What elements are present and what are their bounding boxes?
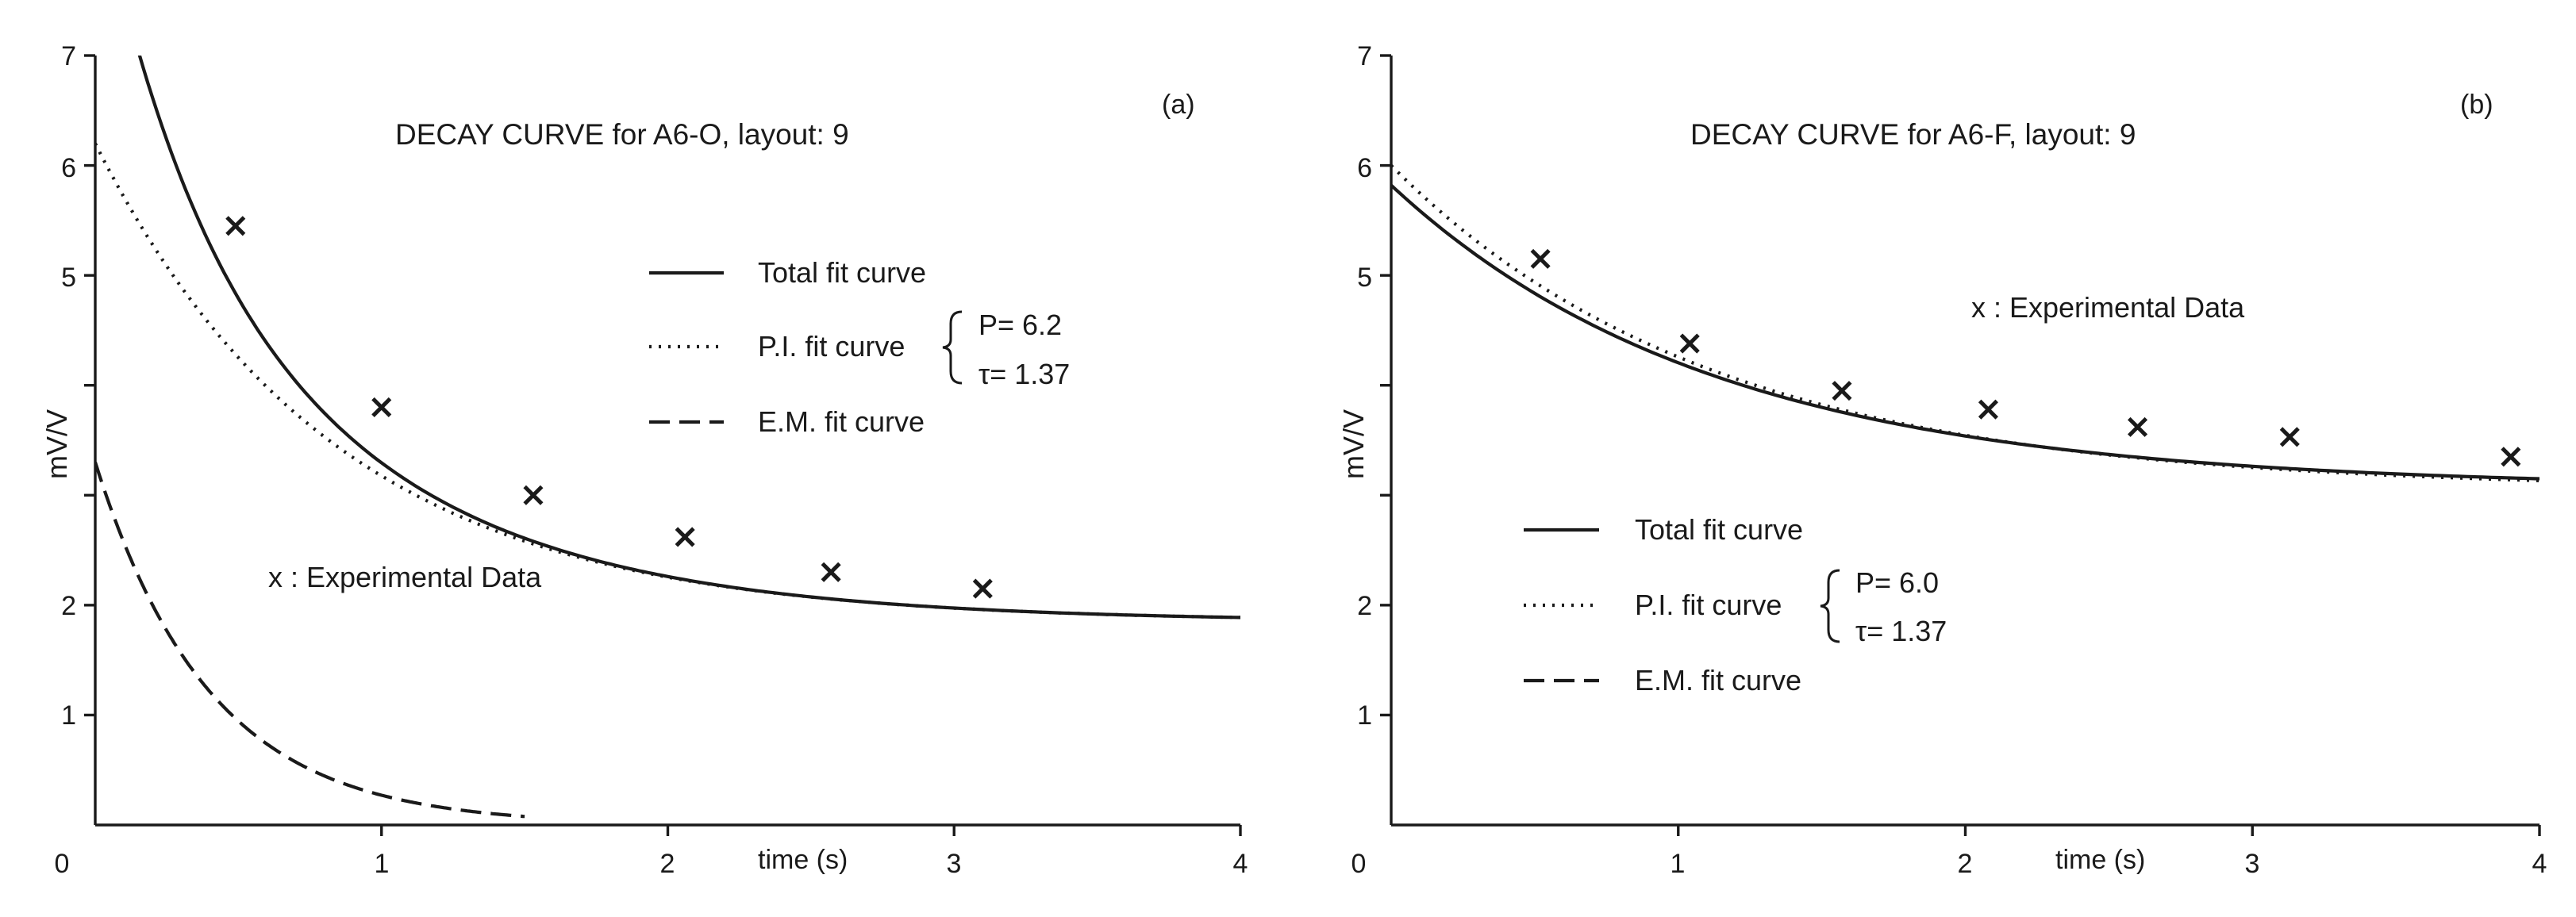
panel-b-title: DECAY CURVE for A6-F, layout: 9 <box>1690 118 2136 151</box>
panel-a-x-axis-label: time (s) <box>758 845 848 875</box>
panel-a: 0 1 2 3 4 1 2 5 6 7 mV/V time (s) DECAY … <box>40 41 1248 879</box>
panel-b-solid-curve <box>1391 183 2539 481</box>
panel-b-x-tick-label: 0 <box>1351 849 1367 879</box>
panel-a-dotted-curve <box>95 142 1240 620</box>
panel-b-data-point <box>1530 248 1551 269</box>
panel-a-data-point <box>371 397 392 417</box>
panel-b-y-tick-label: 2 <box>1357 591 1372 621</box>
panel-a-x-tick-label: 1 <box>375 849 390 879</box>
panel-a-y-tick-label: 7 <box>61 41 76 71</box>
panel-a-y-tick-label: 5 <box>61 263 76 293</box>
panel-b-legend-p: P= 6.0 <box>1855 566 1939 599</box>
panel-b-y-tick-label: 6 <box>1357 153 1372 183</box>
panel-b-data-point <box>1832 381 1852 401</box>
panel-a-y-tick-label: 2 <box>61 591 76 621</box>
panel-a-y-axis-label: mV/V <box>40 409 73 479</box>
panel-a-legend-tau: τ= 1.37 <box>978 358 1070 390</box>
panel-b-legend-brace <box>1820 569 1840 643</box>
panel-a-data-point <box>675 527 695 547</box>
panel-a-dashed-curve <box>95 462 525 819</box>
panel-b-label: (b) <box>2460 90 2493 120</box>
panel-b-y-tick-label: 5 <box>1357 263 1372 293</box>
panel-a-data-point <box>225 216 246 236</box>
panel-a-title: DECAY CURVE for A6-O, layout: 9 <box>395 118 849 151</box>
panel-a-experimental-label: x : Experimental Data <box>268 561 542 593</box>
panel-a-x-tick-label: 0 <box>55 849 70 879</box>
panel-b-x-axis-label: time (s) <box>2055 845 2145 875</box>
panel-b-data-point <box>2279 427 2300 447</box>
panel-a-data-point <box>523 485 544 505</box>
panel-b-legend-em: E.M. fit curve <box>1635 664 1801 696</box>
panel-a-x-tick-label: 2 <box>660 849 675 879</box>
panel-b-y-tick-label: 1 <box>1357 700 1372 731</box>
panel-b-x-tick-label: 1 <box>1671 849 1686 879</box>
panel-a-ticks <box>84 54 1242 836</box>
panel-b-dotted-curve <box>1391 164 2539 482</box>
panel-a-label: (a) <box>1162 90 1195 120</box>
panel-a-y-tick-label: 6 <box>61 153 76 183</box>
panel-a-legend-total: Total fit curve <box>758 256 926 289</box>
panel-a-x-tick-label: 4 <box>1233 849 1248 879</box>
panel-b: 0 1 2 3 4 1 2 5 6 7 mV/V time (s) DECAY … <box>1337 41 2547 879</box>
panel-b-x-tick-label: 3 <box>2245 849 2260 879</box>
panel-a-data-point <box>972 578 993 599</box>
panel-b-x-tick-label: 2 <box>1958 849 1973 879</box>
panel-a-legend-brace <box>942 310 963 385</box>
panel-b-data-point <box>2128 416 2148 437</box>
panel-b-data-point <box>1679 333 1700 354</box>
panel-b-legend-pi: P.I. fit curve <box>1635 589 1782 621</box>
panel-b-legend-tau: τ= 1.37 <box>1855 615 1947 647</box>
panel-a-legend-em: E.M. fit curve <box>758 405 925 438</box>
panel-b-data-point <box>1978 399 1998 420</box>
panel-a-solid-curve <box>137 56 1240 620</box>
panel-b-ticks <box>1380 54 2541 836</box>
panel-b-data-point <box>2501 447 2521 467</box>
panel-a-legend-pi: P.I. fit curve <box>758 330 905 363</box>
panel-b-experimental-label: x : Experimental Data <box>1971 291 2245 324</box>
panel-b-y-axis-label: mV/V <box>1337 409 1370 479</box>
panel-b-legend-total: Total fit curve <box>1635 513 1803 546</box>
panel-b-y-tick-label: 7 <box>1357 41 1372 71</box>
panel-b-x-tick-label: 4 <box>2532 849 2547 879</box>
panel-a-x-tick-label: 3 <box>947 849 962 879</box>
panel-a-data-point <box>821 562 841 582</box>
panel-a-legend-p: P= 6.2 <box>978 309 1062 341</box>
chart-marks <box>95 56 2539 819</box>
panel-a-y-tick-label: 1 <box>61 700 76 731</box>
